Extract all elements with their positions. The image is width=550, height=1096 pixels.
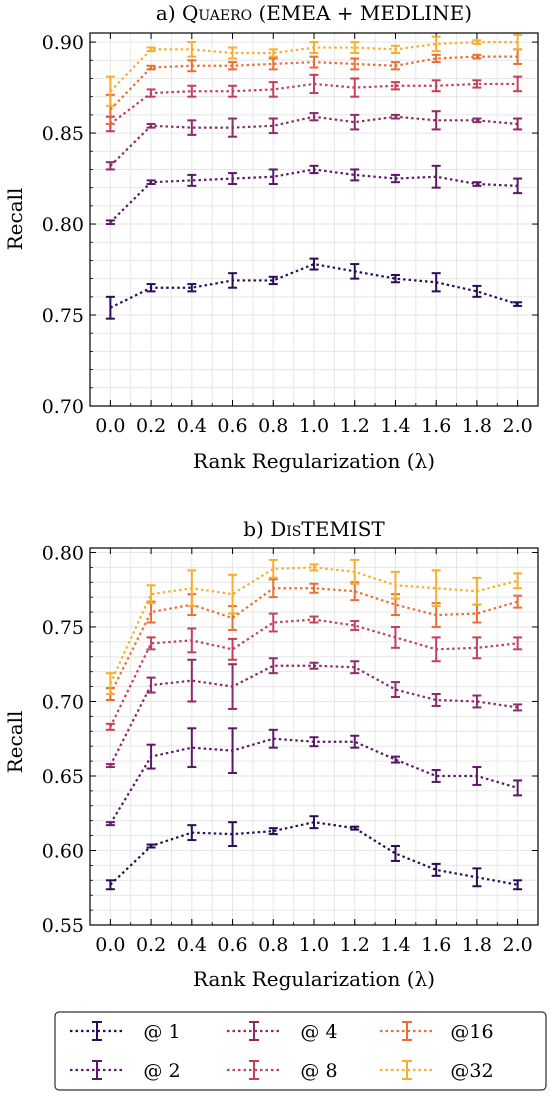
x-tick-label: 1.0 [299, 934, 329, 956]
y-tick-label: 0.80 [42, 214, 84, 236]
x-tick-label: 0.4 [177, 934, 207, 956]
x-tick-label: 0.8 [258, 934, 288, 956]
y-tick-label: 0.55 [42, 915, 84, 937]
y-tick-label: 0.75 [42, 617, 84, 639]
x-tick-label: 0.2 [136, 415, 166, 437]
series-at32 [105, 558, 523, 696]
legend-label: @ 2 [143, 1060, 180, 1082]
y-tick-label: 0.90 [42, 32, 84, 54]
y-tick-label: 0.80 [42, 542, 84, 564]
series-line [109, 262, 518, 309]
chart-b-title: b) DisTEMIST [243, 517, 385, 541]
series-at8 [105, 612, 523, 731]
y-tick-label: 0.85 [42, 123, 84, 145]
y-tick-label: 0.75 [42, 305, 84, 327]
x-tick-label: 2.0 [503, 415, 533, 437]
legend-entry: @32 [380, 1060, 494, 1082]
series-at32 [105, 33, 523, 107]
legend-frame [54, 1011, 547, 1091]
x-tick-label: 0.0 [95, 934, 125, 956]
chart-a-title: a) Quaero (EMEA + MEDLINE) [156, 1, 472, 25]
series-line [109, 82, 518, 125]
x-tick-label: 2.0 [503, 934, 533, 956]
chart-a-ylabel: Recall [3, 188, 27, 251]
series-at4 [105, 110, 523, 171]
series-line [109, 566, 518, 685]
y-tick-label: 0.70 [42, 691, 84, 713]
legend-entry: @ 2 [70, 1060, 181, 1082]
x-tick-label: 0.4 [177, 415, 207, 437]
legend-entry: @16 [380, 1021, 494, 1043]
x-tick-label: 1.8 [462, 415, 492, 437]
y-tick-label: 0.60 [42, 840, 84, 862]
chart-a-plot: 0.0 0.2 0.4 0.6 0.8 1.0 1.2 1.4 1.6 1.8 2.0 0.70 0.7… [42, 32, 539, 437]
y-tick-label: 0.70 [42, 396, 84, 418]
legend-entry: @ 1 [70, 1021, 181, 1043]
x-tick-label: 0.8 [258, 415, 288, 437]
legend-entry: @ 4 [227, 1021, 338, 1043]
x-tick-label: 1.6 [421, 415, 451, 437]
chart-b-xlabel: Rank Regularization (λ) [193, 967, 435, 991]
chart-b-plot: 0.0 0.2 0.4 0.6 0.8 1.0 1.2 1.4 1.6 1.8 2.0 0.55 0.6… [42, 542, 539, 956]
x-tick-label: 0.6 [217, 934, 247, 956]
legend-label: @ 4 [300, 1021, 337, 1043]
chart-b-ylabel: Recall [3, 711, 27, 774]
x-tick-label: 0.0 [95, 415, 125, 437]
series-at1 [105, 815, 523, 891]
chart-a-xlabel: Rank Regularization (λ) [193, 449, 435, 473]
series-at4 [105, 657, 523, 769]
x-tick-label: 1.4 [380, 415, 410, 437]
x-tick-label: 1.0 [299, 415, 329, 437]
legend-label: @ 8 [300, 1060, 337, 1082]
legend-label: @32 [450, 1060, 493, 1082]
legend-label: @ 1 [143, 1021, 180, 1043]
x-tick-label: 1.8 [462, 934, 492, 956]
legend-entry: @ 8 [227, 1060, 338, 1082]
x-tick-label: 0.6 [217, 415, 247, 437]
chart-b: b) DisTEMIST 0.0 0.2 0.4 0.6 0.8 1.0 1.2 1.4 1.6… [3, 517, 539, 991]
x-tick-label: 0.2 [136, 934, 166, 956]
x-tick-label: 1.4 [380, 934, 410, 956]
series-at8 [105, 73, 523, 133]
x-tick-label: 1.6 [421, 934, 451, 956]
series-at2 [105, 727, 523, 827]
legend-label: @16 [450, 1021, 493, 1043]
x-tick-label: 1.2 [340, 934, 370, 956]
series-at2 [105, 164, 523, 226]
legend: @ 1 @ 2 @ 4 @ 8 @16 @32 [54, 1011, 547, 1091]
series-at1 [105, 257, 523, 320]
chart-a: a) Quaero (EMEA + MEDLINE) 0.0 0.2 0.4 0.6 0… [3, 1, 539, 473]
x-tick-label: 1.2 [340, 415, 370, 437]
y-tick-label: 0.65 [42, 766, 84, 788]
